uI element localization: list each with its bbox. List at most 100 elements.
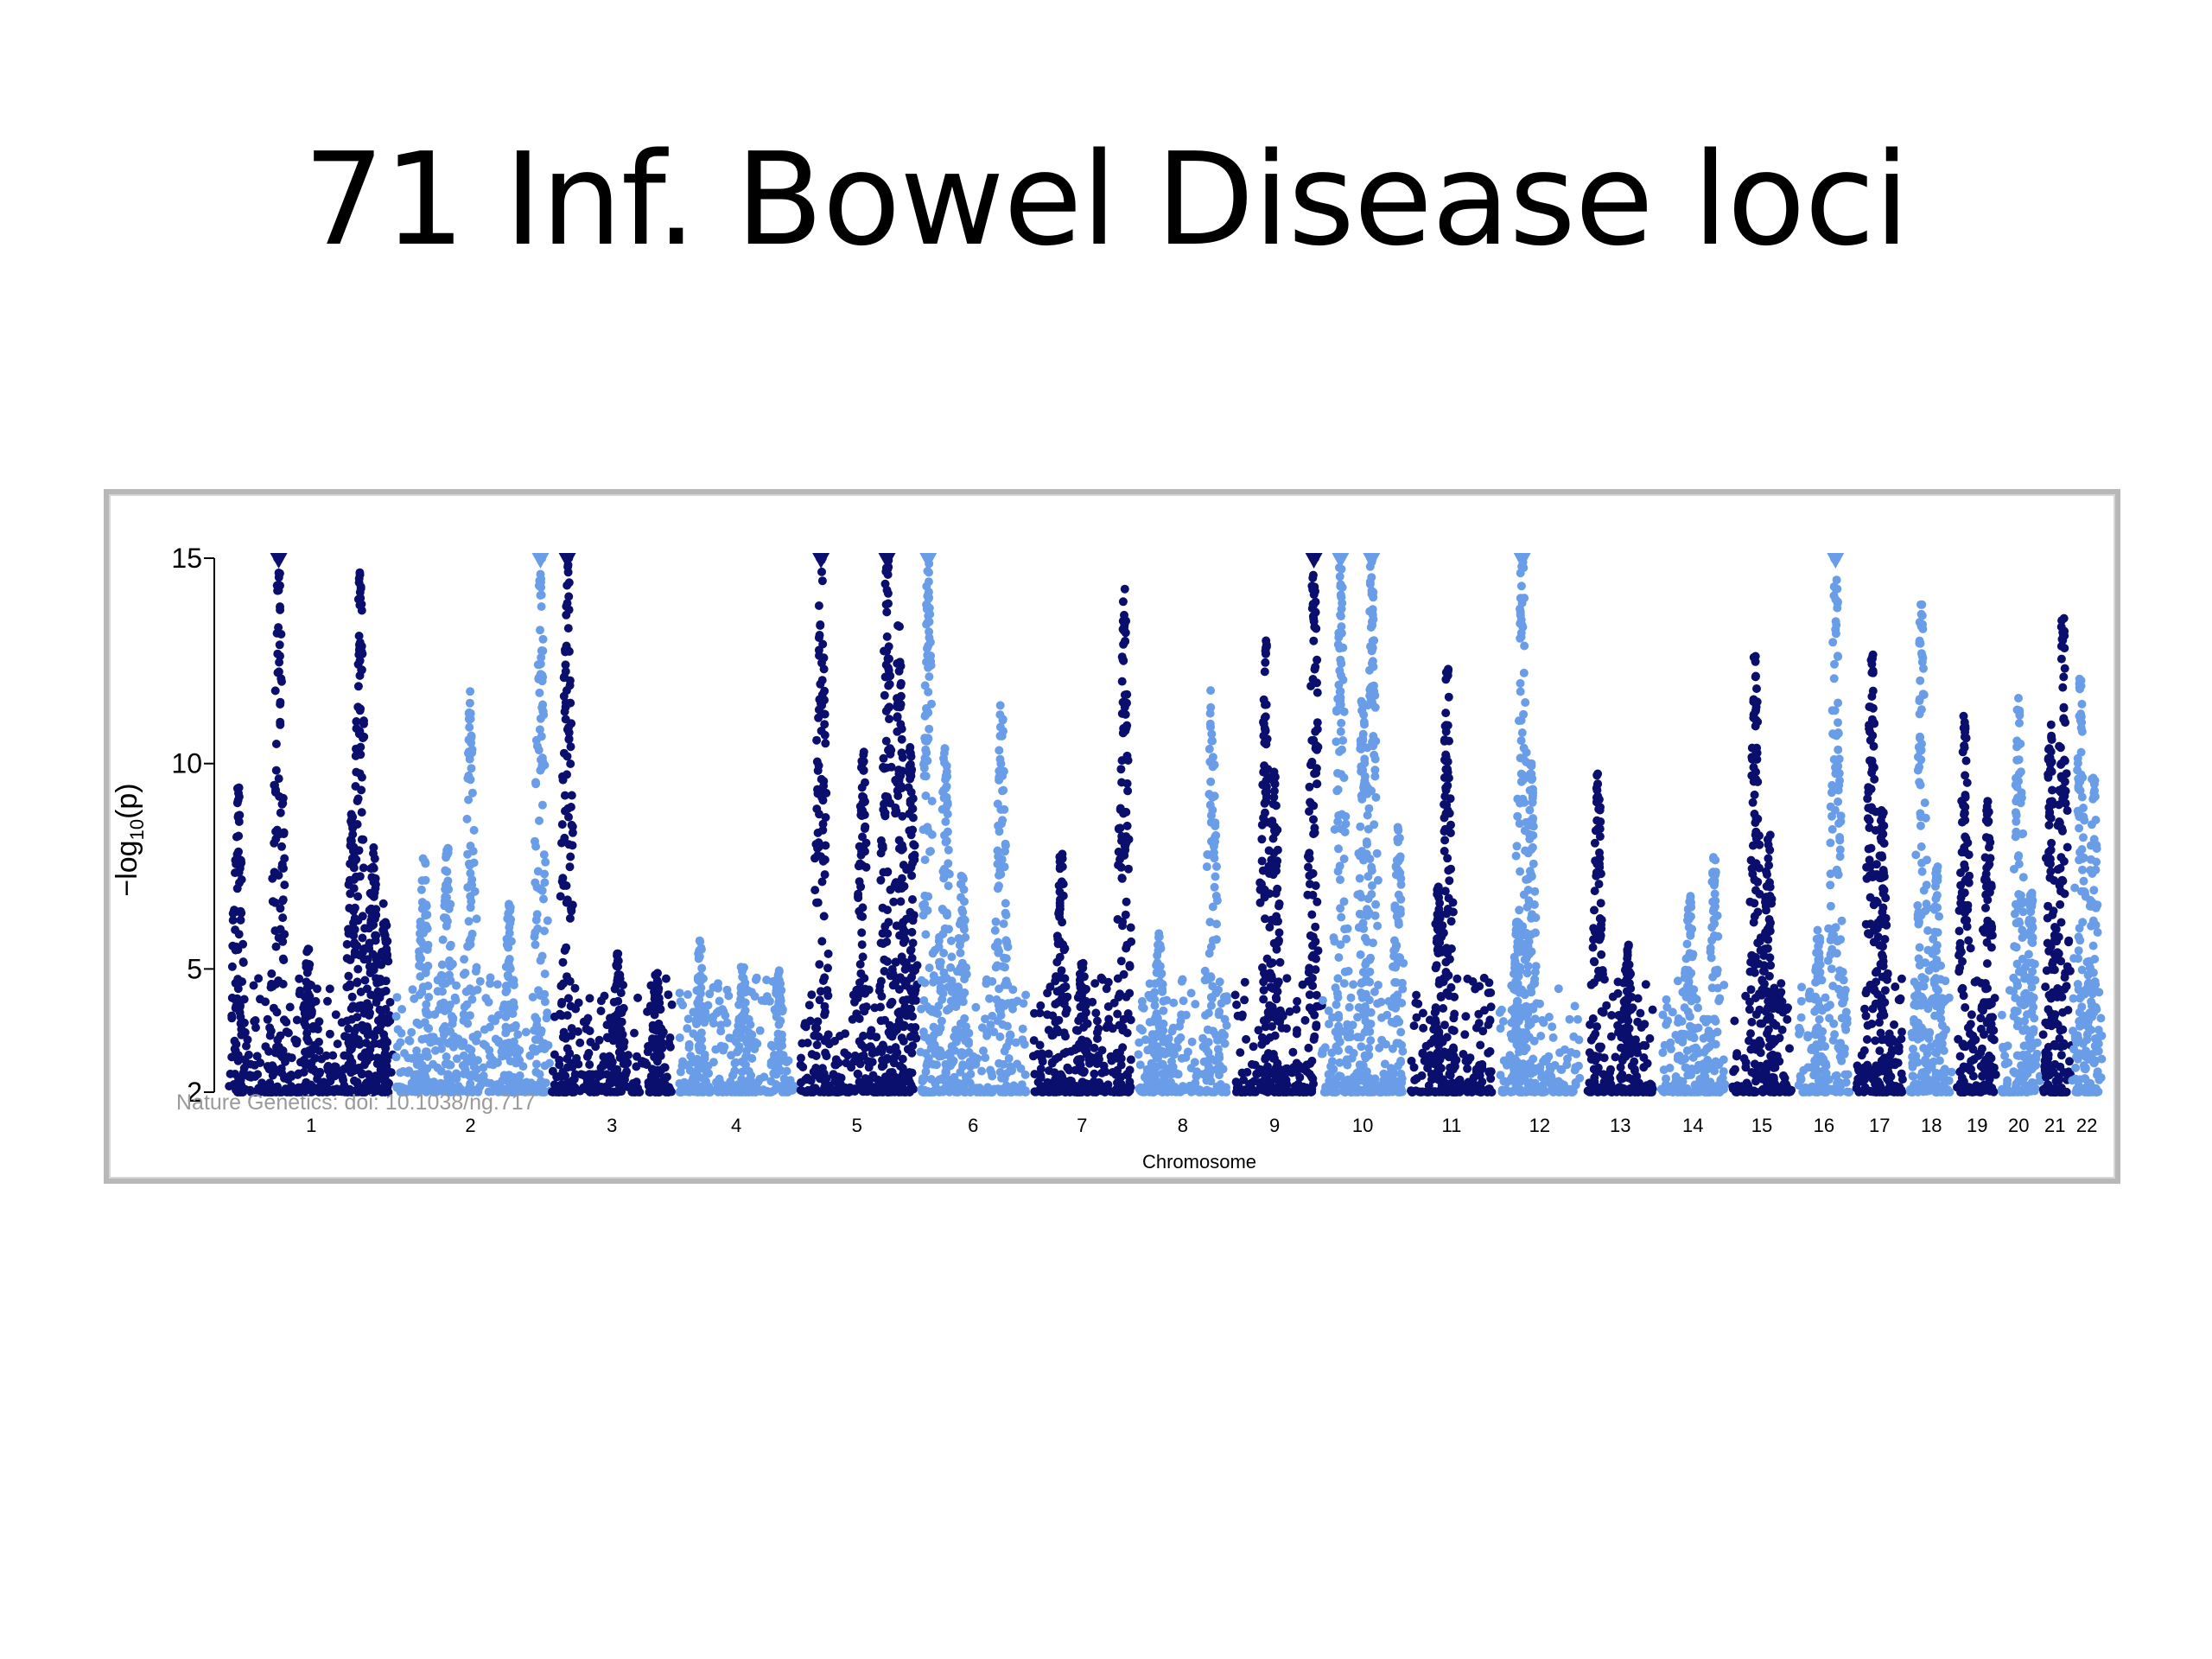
snp-point: [996, 759, 1006, 768]
snp-point: [232, 884, 242, 893]
snp-point: [899, 881, 909, 891]
snp-point: [1304, 976, 1313, 986]
snp-point: [1308, 950, 1318, 960]
snp-point: [563, 895, 572, 905]
snp-point: [830, 1036, 839, 1046]
snp-point: [231, 978, 240, 988]
snp-point: [867, 1026, 876, 1035]
snp-point: [1116, 1054, 1126, 1063]
snp-point: [857, 783, 867, 792]
snp-point: [1116, 1072, 1126, 1082]
snp-point: [911, 1023, 920, 1032]
snp-point: [899, 957, 909, 967]
snp-point: [1237, 1012, 1247, 1021]
snp-point: [228, 909, 238, 918]
snp-point: [939, 949, 949, 957]
snp-point: [774, 966, 784, 976]
snp-point: [566, 760, 575, 768]
snp-point: [906, 774, 915, 784]
snp-point: [396, 1068, 405, 1077]
snp-point: [921, 930, 931, 939]
snp-point: [1328, 1057, 1337, 1066]
snp-point: [711, 1045, 721, 1054]
snp-point: [720, 1042, 729, 1052]
snp-point: [1335, 861, 1344, 871]
snp-point: [514, 1080, 524, 1090]
snp-point: [423, 961, 433, 970]
snp-point: [532, 1059, 541, 1069]
snp-point: [367, 890, 377, 899]
snp-point: [899, 1022, 908, 1032]
snp-point: [1336, 904, 1345, 913]
snp-point: [1309, 1035, 1319, 1044]
snp-point: [880, 967, 889, 976]
snp-point: [1135, 1060, 1145, 1070]
snp-point: [654, 984, 664, 994]
snp-point: [493, 980, 502, 989]
snp-point: [541, 1078, 550, 1088]
snp-point: [734, 1000, 744, 1009]
snp-point: [922, 1061, 931, 1070]
snp-point: [1155, 977, 1165, 987]
snp-point: [564, 592, 574, 601]
snp-point: [1358, 766, 1368, 775]
snp-point: [459, 1051, 468, 1060]
snp-point: [1063, 1063, 1072, 1072]
snp-point: [1021, 1087, 1030, 1096]
snp-point: [349, 884, 359, 893]
snp-point: [1190, 1058, 1199, 1067]
snp-point: [1198, 1033, 1208, 1043]
snp-point: [944, 881, 953, 891]
snp-point: [880, 646, 888, 656]
snp-point: [1097, 1068, 1107, 1077]
snp-point: [874, 986, 884, 995]
snp-point: [1119, 969, 1128, 979]
snp-point: [503, 939, 512, 949]
snp-point: [1000, 862, 1009, 872]
snp-point: [1357, 910, 1366, 919]
snp-point: [1313, 688, 1322, 697]
snp-point: [905, 1077, 914, 1087]
snp-point: [922, 703, 931, 713]
snp-point: [346, 859, 355, 868]
snp-point: [557, 997, 567, 1007]
snp-point: [566, 852, 575, 861]
snp-point: [1020, 1070, 1030, 1079]
snp-point: [936, 957, 945, 967]
snp-point: [612, 962, 621, 971]
snp-point: [1135, 1086, 1145, 1096]
snp-point: [783, 1087, 792, 1096]
snp-point: [857, 810, 867, 819]
snp-point: [277, 842, 286, 851]
snp-point: [307, 1046, 316, 1056]
snp-point: [227, 993, 237, 1002]
snp-point: [1103, 1002, 1113, 1011]
snp-point: [1353, 890, 1363, 899]
snp-point: [1048, 1011, 1058, 1020]
snp-point: [550, 1050, 559, 1059]
snp-point: [944, 845, 953, 855]
snp-point: [1365, 577, 1375, 587]
snp-point: [1327, 1048, 1337, 1058]
snp-point: [925, 568, 933, 577]
snp-point: [1122, 897, 1131, 906]
snp-point: [1318, 1046, 1327, 1055]
snp-point: [501, 1012, 511, 1021]
snp-point: [1262, 1085, 1272, 1095]
snp-point: [1336, 875, 1344, 885]
snp-point: [372, 1079, 381, 1089]
snp-point: [823, 986, 832, 995]
snp-point: [876, 1016, 886, 1026]
snp-point: [897, 845, 906, 855]
snp-point: [421, 1006, 430, 1015]
snp-point: [594, 1035, 604, 1045]
snp-point: [993, 1084, 1002, 1094]
snp-point: [512, 1044, 521, 1053]
snp-point: [822, 788, 831, 798]
snp-point: [505, 1071, 514, 1080]
snp-point: [270, 898, 280, 907]
snp-point: [1122, 1028, 1132, 1038]
snp-point: [442, 1052, 451, 1061]
snp-point: [1010, 998, 1020, 1007]
snp-point: [464, 748, 473, 758]
